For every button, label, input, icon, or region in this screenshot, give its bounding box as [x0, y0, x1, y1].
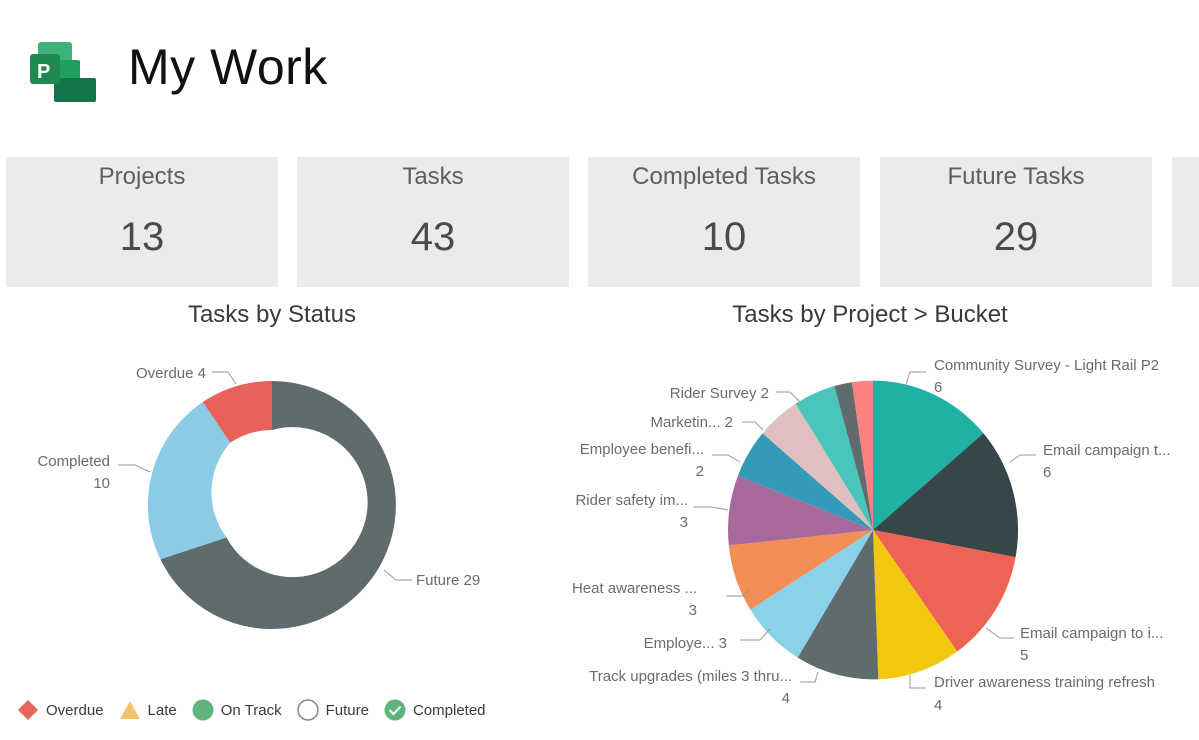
page-title: My Work — [128, 39, 328, 95]
kpi-label: Tasks — [402, 163, 464, 190]
kpi-label: Completed Tasks — [632, 163, 816, 190]
svg-text:P: P — [37, 61, 50, 83]
pie-slice-unlabeled-pink[interactable] — [851, 380, 873, 530]
header: P My Work — [0, 0, 1199, 140]
circle-filled-icon — [192, 699, 214, 721]
pie-slice-employe[interactable] — [750, 530, 873, 658]
label-employe: Employe... 3 — [644, 635, 727, 652]
label-heat-awareness-value: 3 — [689, 602, 697, 619]
legend-label: Overdue — [46, 701, 104, 719]
label-completed-value: 10 — [93, 475, 110, 492]
label-driver-awareness: Driver awareness training refresh — [934, 674, 1155, 691]
label-community-survey-value: 6 — [934, 379, 942, 396]
kpi-value: 10 — [701, 215, 747, 259]
label-employee-benefi-value: 2 — [696, 463, 704, 480]
label-overdue: Overdue 4 — [136, 365, 206, 382]
project-chart-title: Tasks by Project > Bucket — [732, 301, 1008, 328]
pie-slice-heat-awareness[interactable] — [728, 530, 873, 610]
kpi-card-tasks[interactable]: Tasks 43 — [297, 157, 569, 287]
label-completed: Completed — [37, 453, 110, 470]
kpi-card-projects[interactable]: Projects 13 — [6, 157, 278, 287]
donut-slice-overdue[interactable] — [202, 380, 272, 443]
kpi-value: 43 — [410, 215, 456, 259]
pie-slice-employee-benefi[interactable] — [737, 433, 873, 530]
pie-slice-marketin[interactable] — [762, 403, 874, 530]
label-heat-awareness: Heat awareness ... — [572, 580, 697, 597]
diamond-icon — [18, 700, 38, 720]
label-email-campaign-t: Email campaign t... — [1043, 442, 1171, 459]
legend-label: Future — [325, 701, 369, 719]
kpi-card-partial[interactable] — [1172, 157, 1199, 287]
kpi-label: Projects — [98, 163, 186, 190]
label-email-campaign-i-value: 5 — [1020, 647, 1028, 664]
status-legend: Overdue Late On Track Future Completed — [16, 696, 500, 724]
legend-item-completed[interactable]: Completed — [383, 698, 486, 722]
triangle-icon — [119, 701, 140, 719]
label-marketin: Marketin... 2 — [650, 414, 733, 431]
kpi-card-future-tasks[interactable]: Future Tasks 29 — [880, 157, 1152, 287]
legend-item-late[interactable]: Late — [118, 698, 177, 722]
label-track-upgrades: Track upgrades (miles 3 thru... — [589, 668, 792, 685]
pie-slice-email-campaign-i[interactable] — [873, 530, 1016, 652]
pie-slice-rider-survey[interactable] — [795, 386, 873, 530]
donut-slice-future[interactable] — [160, 381, 396, 629]
label-email-campaign-t-value: 6 — [1043, 464, 1051, 481]
legend-item-on-track[interactable]: On Track — [191, 698, 282, 722]
label-employee-benefi: Employee benefi... — [580, 441, 704, 458]
project-pie-chart[interactable] — [728, 380, 1019, 680]
legend-item-future[interactable]: Future — [296, 698, 369, 722]
legend-label: On Track — [220, 701, 282, 719]
pie-slice-rider-safety[interactable] — [728, 475, 873, 546]
donut-slice-completed[interactable] — [147, 402, 231, 560]
legend-item-overdue[interactable]: Overdue — [16, 698, 104, 722]
pie-slice-driver-awareness[interactable] — [873, 530, 958, 680]
project-logo-icon: P — [30, 42, 96, 102]
pie-slice-email-campaign-t[interactable] — [873, 433, 1019, 558]
check-circle-icon — [384, 699, 406, 721]
kpi-label: Future Tasks — [947, 163, 1085, 190]
status-chart-title: Tasks by Status — [187, 301, 357, 328]
label-rider-safety-value: 3 — [680, 514, 688, 531]
label-community-survey: Community Survey - Light Rail P2 — [934, 357, 1159, 374]
label-future: Future 29 — [416, 572, 480, 589]
kpi-card-completed-tasks[interactable]: Completed Tasks 10 — [588, 157, 860, 287]
kpi-row: Projects 13 Tasks 43 Completed Tasks 10 … — [0, 157, 1199, 287]
pie-slice-track-upgrades[interactable] — [797, 530, 879, 680]
label-track-upgrades-value: 4 — [782, 690, 790, 707]
label-driver-awareness-value: 4 — [934, 697, 942, 714]
label-rider-safety: Rider safety im... — [575, 492, 688, 509]
status-donut-chart[interactable] — [147, 380, 396, 629]
label-email-campaign-i: Email campaign to i... — [1020, 625, 1163, 642]
pie-slice-unlabeled-gray[interactable] — [834, 382, 873, 530]
legend-label: Completed — [412, 701, 486, 719]
label-rider-survey: Rider Survey 2 — [670, 385, 769, 402]
kpi-value: 13 — [119, 215, 165, 259]
pie-slice-community-survey[interactable] — [873, 380, 984, 530]
kpi-value: 29 — [993, 215, 1039, 259]
circle-outline-icon — [296, 699, 319, 721]
legend-label: Late — [147, 701, 177, 719]
